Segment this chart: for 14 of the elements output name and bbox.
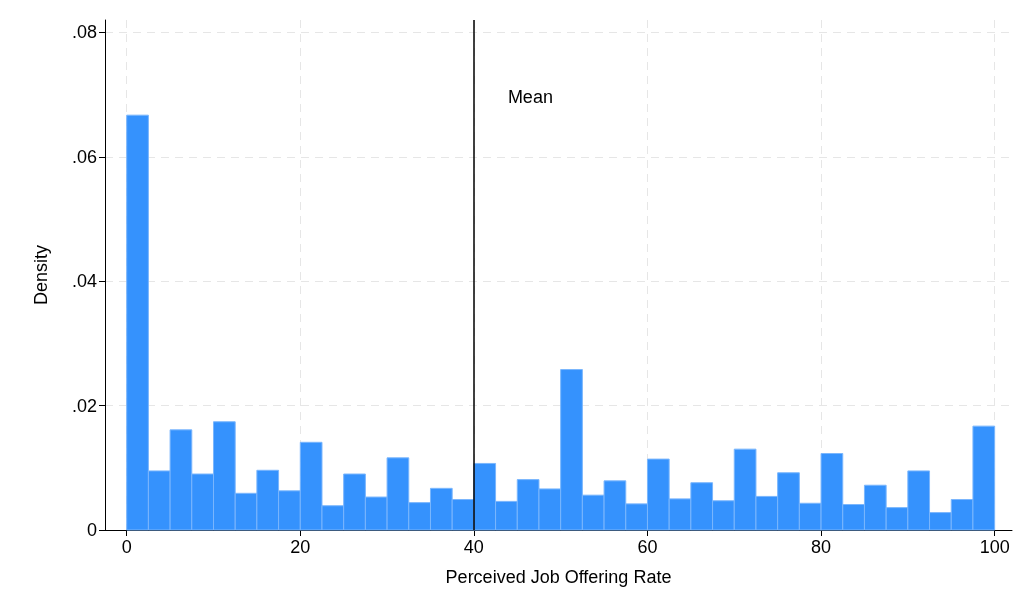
x-tick-label: 80 <box>811 537 832 557</box>
ref-line-label: Mean <box>507 87 553 107</box>
x-axis-title: Perceived Job Offering Rate <box>445 567 672 587</box>
y-tick-label: .04 <box>71 271 97 292</box>
x-tick-label: 0 <box>121 537 132 557</box>
y-tick-label: .08 <box>71 22 97 43</box>
x-tick-label: 20 <box>290 537 311 557</box>
y-tick-label: .02 <box>71 395 97 416</box>
x-tick-label: 60 <box>637 537 658 557</box>
y-tick-label: .06 <box>71 146 97 167</box>
y-axis-title: Density <box>31 244 51 306</box>
x-tick-label: 100 <box>979 537 1010 557</box>
x-tick-label: 40 <box>463 537 484 557</box>
y-tick-label: 0 <box>86 520 97 540</box>
